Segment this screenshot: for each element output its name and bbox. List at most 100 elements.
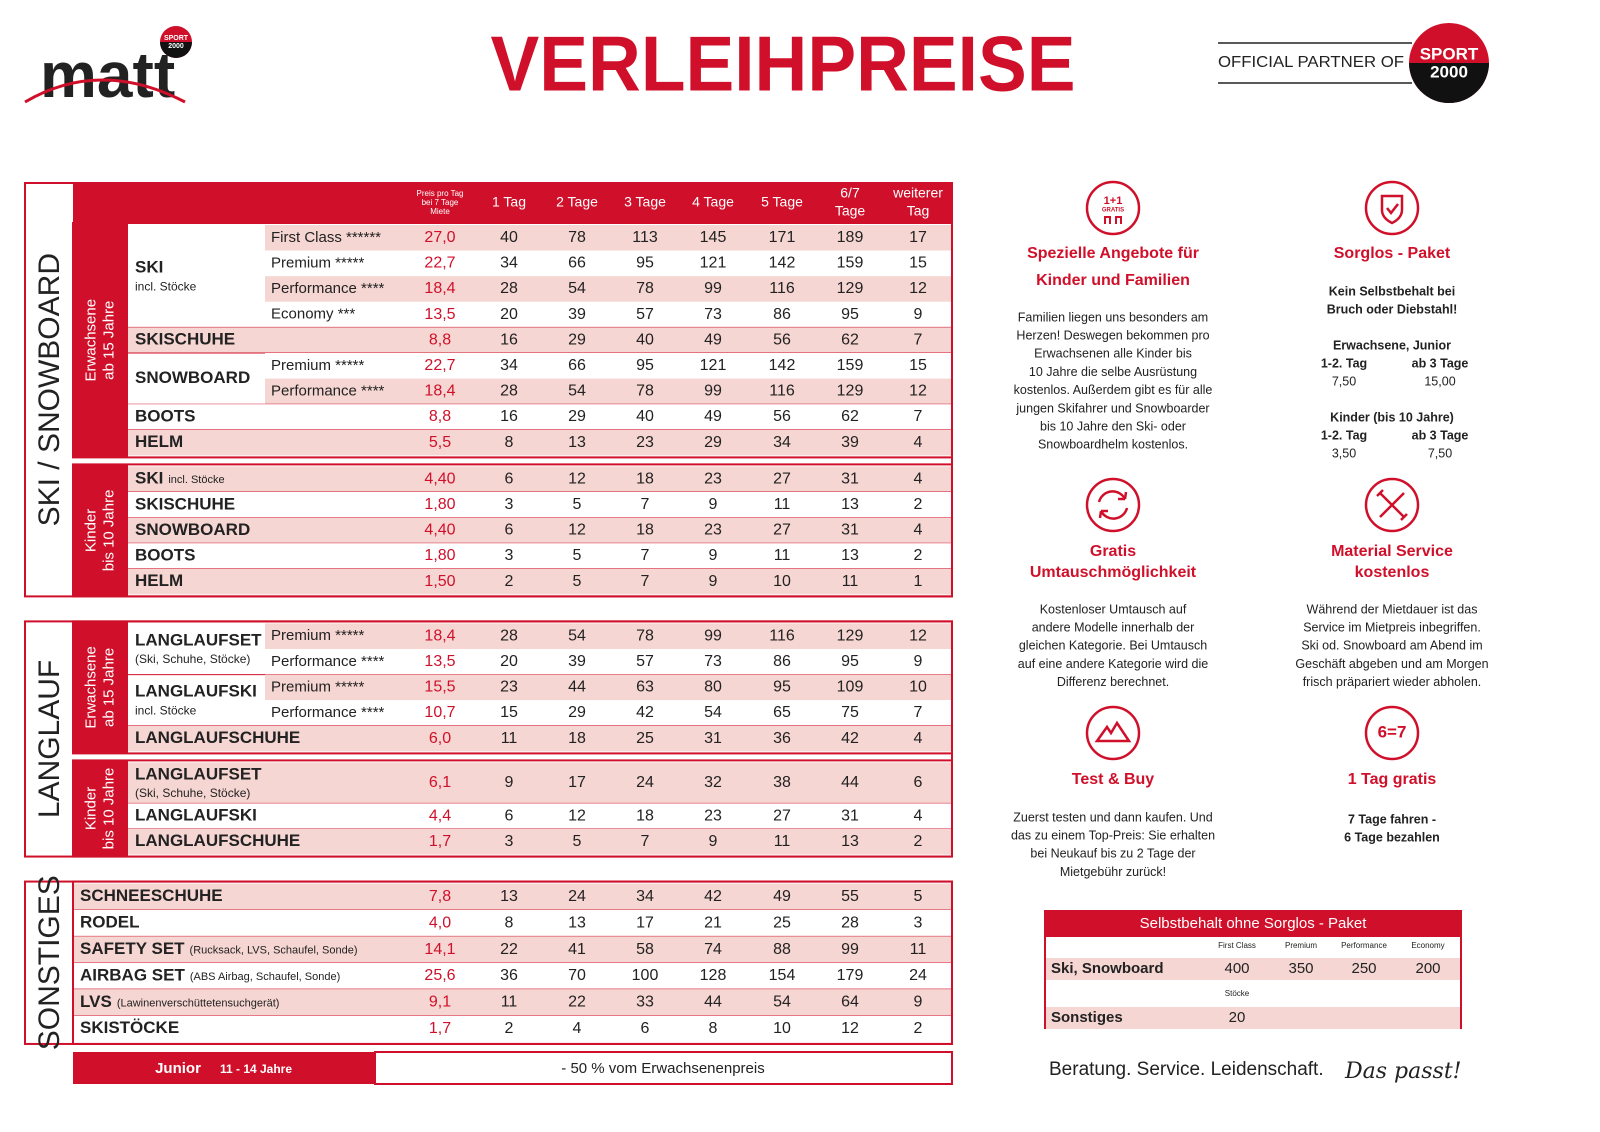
price: 145 — [700, 229, 727, 246]
item-name: BOOTS — [135, 406, 195, 425]
price: 33 — [636, 994, 654, 1011]
variant-name: Premium ***** — [271, 678, 365, 695]
variant-name: Economy *** — [271, 306, 355, 323]
partner-badge-text: 2000 — [1430, 62, 1468, 81]
price: 4 — [914, 730, 923, 747]
price: 7 — [641, 547, 650, 564]
page-title: VERLEIHPREISE — [491, 20, 1076, 108]
price-per-day: 1,7 — [429, 833, 451, 850]
row-stripe — [265, 649, 952, 675]
row-stripe — [73, 883, 952, 910]
price-per-day: 18,4 — [424, 383, 455, 400]
price: 10 — [773, 1020, 791, 1037]
price: 28 — [500, 280, 518, 297]
price: 40 — [636, 331, 654, 348]
row-stripe — [265, 378, 952, 405]
group-label: Kinder — [82, 509, 99, 552]
price-per-day: 4,0 — [429, 914, 451, 931]
price-period: ab 3 Tage — [1412, 356, 1469, 370]
logo: matt SPORT 2000 — [24, 26, 192, 111]
section-label: SONSTIGES — [33, 875, 66, 1050]
deductible-title-bg — [1045, 911, 1461, 937]
column-header: Tage — [835, 203, 866, 219]
price-per-day: 1,80 — [424, 547, 455, 564]
row-stripe — [265, 623, 952, 649]
feature-title: Spezielle Angebote für — [1027, 245, 1199, 262]
item-name: SKISTÖCKE — [80, 1018, 179, 1037]
row-stripe — [128, 725, 952, 752]
price: 128 — [700, 967, 727, 984]
feature-icon-glyph — [1094, 720, 1132, 743]
column-header: Miete — [430, 207, 450, 216]
price: 8 — [505, 914, 514, 931]
price: 23 — [704, 470, 722, 487]
section-box — [24, 620, 953, 858]
feature-text: Zuerst testen und dann kaufen. Und — [1013, 810, 1212, 824]
group-label: bis 10 Jahre — [100, 768, 117, 850]
price: 49 — [704, 331, 722, 348]
price-per-day: 1,80 — [424, 496, 455, 513]
logo-text: matt — [40, 39, 175, 111]
item-name: LANGLAUFSCHUHE — [135, 728, 300, 747]
price: 5 — [914, 888, 923, 905]
row-stripe — [265, 276, 952, 302]
price-per-day: 27,0 — [424, 229, 455, 246]
price: 28 — [500, 627, 518, 644]
row-stripe — [128, 543, 952, 569]
partner-badge-text: SPORT — [1420, 44, 1479, 63]
price: 65 — [773, 704, 791, 721]
feature-text: bis 10 Jahre den Ski- oder — [1040, 419, 1186, 433]
feature-text: auf eine andere Kategorie wird die — [1018, 657, 1208, 671]
feature-text: Während der Mietdauer ist das — [1307, 602, 1478, 616]
feature-text: 10 Jahre die selbe Ausrüstung — [1029, 365, 1197, 379]
feature-text: jungen Skifahrer und Snowboarder — [1015, 401, 1209, 415]
item-name: SKI — [135, 469, 163, 488]
price: 6 — [641, 1020, 650, 1037]
price: 74 — [704, 941, 722, 958]
price: 38 — [773, 774, 791, 791]
price: 27 — [773, 522, 791, 539]
row-stripe — [128, 327, 952, 353]
junior-discount: - 50 % vom Erwachsenenpreis — [561, 1060, 764, 1077]
price: 95 — [773, 679, 791, 696]
group-label: bis 10 Jahre — [100, 490, 117, 572]
price-per-day: 15,5 — [424, 679, 455, 696]
price: 116 — [769, 383, 795, 400]
column-header: bei 7 Tage — [422, 198, 459, 207]
price: 3 — [505, 496, 514, 513]
row-stripe — [265, 353, 952, 379]
price-value: 7,50 — [1332, 374, 1356, 388]
row-stripe — [128, 517, 952, 544]
item-name: SAFETY SET — [80, 939, 185, 958]
price: 2 — [914, 496, 923, 513]
price: 42 — [704, 888, 722, 905]
row-stripe — [128, 492, 952, 518]
item-name: LANGLAUFSET — [135, 630, 262, 649]
price: 73 — [704, 306, 722, 323]
price: 24 — [568, 888, 586, 905]
price: 54 — [773, 994, 791, 1011]
price: 78 — [568, 229, 586, 246]
item-name: RODEL — [80, 913, 140, 932]
price: 154 — [769, 967, 796, 984]
price: 23 — [704, 522, 722, 539]
price: 7 — [914, 704, 923, 721]
price: 7 — [641, 833, 650, 850]
item-name: SNOWBOARD — [135, 520, 250, 539]
price: 4 — [914, 470, 923, 487]
price: 88 — [773, 941, 791, 958]
price: 27 — [773, 470, 791, 487]
price: 23 — [636, 434, 654, 451]
price: 7 — [641, 573, 650, 590]
feature-title: Kinder und Familien — [1036, 272, 1190, 289]
price-per-day: 13,5 — [424, 306, 455, 323]
price: 29 — [568, 331, 586, 348]
feature-title: 1 Tag gratis — [1348, 771, 1437, 788]
price: 17 — [568, 774, 586, 791]
header-bar — [73, 183, 952, 223]
price-value: 3,50 — [1332, 446, 1356, 460]
row-stripe — [265, 700, 952, 726]
price: 99 — [704, 627, 722, 644]
deductible-title: Selbstbehalt ohne Sorglos - Paket — [1140, 915, 1368, 932]
price-per-day: 9,1 — [429, 994, 451, 1011]
